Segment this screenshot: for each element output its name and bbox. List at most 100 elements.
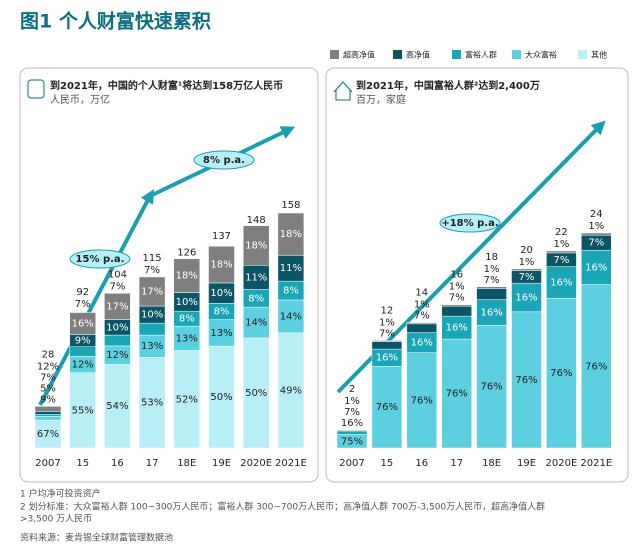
- bar-segment: [476, 299, 507, 326]
- bar-segment: [511, 282, 542, 313]
- bar-segment: [581, 232, 612, 236]
- segment-label: 75%: [341, 436, 363, 447]
- bar-segment: [581, 249, 612, 285]
- bar-segment: [476, 325, 507, 449]
- segment-label: 1%: [588, 221, 604, 232]
- segment-label: 9%: [40, 394, 56, 405]
- segment-label: 7%: [75, 299, 91, 310]
- total-label: 24: [590, 209, 603, 220]
- bar-segment: [208, 319, 235, 347]
- bar-segment: [546, 297, 577, 449]
- annotation: 8% p.a.: [203, 155, 245, 166]
- right-panel: [325, 67, 629, 483]
- x-tick-label: 19E: [212, 458, 231, 469]
- bar-segment: [208, 246, 235, 284]
- bar-segment: [138, 276, 166, 307]
- bar-segment: [511, 311, 542, 449]
- legend-swatch: [512, 50, 521, 59]
- arrow-head: [279, 126, 296, 139]
- total-label: 22: [555, 227, 568, 238]
- bar-segment: [371, 366, 403, 449]
- segment-label: 9%: [75, 336, 91, 347]
- bar-segment: [138, 322, 166, 336]
- x-tick-label: 2021E: [580, 458, 612, 469]
- segment-label: 18%: [210, 260, 232, 271]
- bar-segment: [242, 265, 270, 290]
- x-tick-label: 17: [450, 458, 463, 469]
- x-tick-label: 18E: [177, 458, 196, 469]
- x-tick-label: 17: [146, 458, 159, 469]
- bar-segment: [69, 372, 96, 449]
- segment-label: 1%: [519, 257, 535, 268]
- x-tick-label: 2007: [339, 458, 364, 469]
- bar-segment: [336, 431, 368, 435]
- bar-segment: [34, 416, 62, 421]
- segment-label: 76%: [480, 382, 502, 393]
- annotation-bubble: [193, 150, 255, 170]
- segment-label: 16%: [446, 323, 468, 334]
- panel-subtitle: 人民币，万亿: [50, 93, 110, 106]
- legend-swatch: [330, 50, 339, 59]
- segment-label: 18%: [280, 229, 302, 240]
- total-label: 28: [42, 349, 55, 360]
- bar-segment: [138, 357, 166, 449]
- x-tick-label: 2021E: [275, 458, 307, 469]
- segment-label: 17%: [141, 286, 163, 297]
- total-label: 2: [349, 384, 355, 395]
- total-label: 126: [177, 248, 196, 259]
- bar-segment: [173, 350, 201, 449]
- segment-label: 16%: [550, 277, 572, 288]
- segment-label: 12%: [106, 350, 128, 361]
- segment-label: 7%: [449, 293, 465, 304]
- arrow-head: [140, 189, 154, 205]
- x-tick-label: 18E: [482, 458, 501, 469]
- bar-segment: [34, 414, 62, 417]
- total-label: 18: [485, 252, 498, 263]
- bar-segment: [69, 312, 96, 335]
- segment-label: 8%: [179, 314, 195, 325]
- panel-subtitle: 百万，家庭: [356, 93, 406, 106]
- segment-label: 10%: [106, 322, 128, 333]
- segment-label: 11%: [280, 263, 302, 274]
- total-label: 137: [212, 231, 231, 242]
- bar-segment: [406, 323, 438, 333]
- total-label: 14: [415, 288, 428, 299]
- segment-label: 76%: [411, 395, 433, 406]
- segment-label: 16%: [341, 418, 363, 429]
- x-tick-label: 15: [381, 458, 394, 469]
- bar-segment: [34, 406, 62, 412]
- segment-label: 18%: [245, 240, 267, 251]
- bar-segment: [441, 338, 472, 449]
- segment-label: 16%: [480, 308, 502, 319]
- segment-label: 55%: [72, 405, 94, 416]
- source: 资料来源：麦肯锡全球财富管理数据池: [20, 532, 173, 544]
- segment-label: 76%: [376, 402, 398, 413]
- bar-segment: [69, 346, 96, 357]
- total-label: 16: [450, 270, 463, 281]
- segment-label: 13%: [210, 328, 232, 339]
- total-label: 92: [76, 287, 89, 298]
- segment-label: 16%: [411, 338, 433, 349]
- legend-swatch: [393, 50, 402, 59]
- bar-segment: [242, 225, 270, 266]
- x-tick-label: 15: [76, 458, 89, 469]
- bar-segment: [406, 322, 438, 325]
- segment-label: 7%: [40, 372, 56, 383]
- arrow-head: [590, 120, 606, 136]
- bar-segment: [173, 325, 201, 351]
- segment-label: 50%: [245, 388, 267, 399]
- segment-label: 54%: [106, 401, 128, 412]
- bar-segment: [511, 268, 542, 271]
- segment-label: 14%: [280, 311, 302, 322]
- bar-segment: [34, 419, 62, 449]
- segment-label: 18%: [176, 271, 198, 282]
- segment-label: 14%: [245, 318, 267, 329]
- segment-label: 16%: [72, 318, 94, 329]
- segment-label: 76%: [515, 375, 537, 386]
- bar-segment: [104, 293, 131, 320]
- money-icon: [27, 79, 45, 99]
- segment-label: 13%: [176, 333, 198, 344]
- bar-segment: [34, 411, 62, 415]
- bar-segment: [546, 250, 577, 254]
